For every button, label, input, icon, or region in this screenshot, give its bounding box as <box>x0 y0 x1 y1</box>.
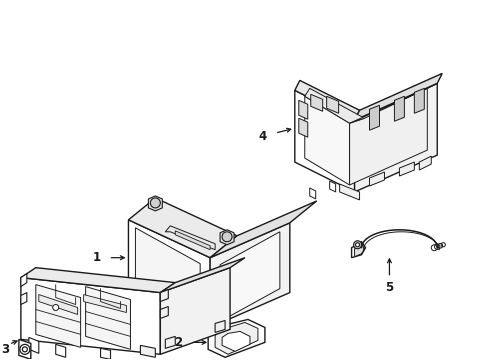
Text: 4: 4 <box>258 130 266 143</box>
Polygon shape <box>160 306 168 319</box>
Polygon shape <box>304 88 364 123</box>
Polygon shape <box>36 285 81 347</box>
Polygon shape <box>419 156 430 170</box>
Circle shape <box>150 198 160 208</box>
Polygon shape <box>339 184 359 200</box>
Polygon shape <box>101 348 110 359</box>
Polygon shape <box>21 293 27 305</box>
Polygon shape <box>220 323 229 336</box>
Polygon shape <box>208 319 264 357</box>
Polygon shape <box>354 73 441 120</box>
Circle shape <box>222 232 232 242</box>
Polygon shape <box>83 294 126 312</box>
Text: 2: 2 <box>174 336 182 349</box>
Polygon shape <box>394 96 404 121</box>
Polygon shape <box>329 181 335 192</box>
Polygon shape <box>210 223 289 328</box>
Polygon shape <box>369 105 379 130</box>
Polygon shape <box>135 228 200 318</box>
Polygon shape <box>39 294 78 315</box>
Polygon shape <box>160 258 244 293</box>
Polygon shape <box>165 226 215 250</box>
Polygon shape <box>298 118 307 137</box>
Polygon shape <box>21 274 27 287</box>
Circle shape <box>22 347 27 352</box>
Polygon shape <box>21 268 175 293</box>
Polygon shape <box>56 345 65 357</box>
Polygon shape <box>354 84 436 192</box>
Polygon shape <box>413 88 424 113</box>
Text: 1: 1 <box>92 251 101 264</box>
Polygon shape <box>128 198 237 258</box>
Circle shape <box>20 345 30 354</box>
Polygon shape <box>168 287 182 301</box>
Text: 5: 5 <box>385 281 393 294</box>
Polygon shape <box>160 268 229 354</box>
Polygon shape <box>148 284 162 298</box>
Polygon shape <box>85 287 130 349</box>
Polygon shape <box>29 337 39 353</box>
Text: 3: 3 <box>1 343 9 356</box>
Polygon shape <box>210 324 217 336</box>
Circle shape <box>355 243 359 247</box>
Polygon shape <box>165 336 175 348</box>
Polygon shape <box>220 232 279 321</box>
Polygon shape <box>215 323 258 354</box>
Polygon shape <box>222 332 249 351</box>
Circle shape <box>353 241 361 249</box>
Polygon shape <box>298 100 307 119</box>
Polygon shape <box>294 90 354 192</box>
Polygon shape <box>349 84 436 123</box>
Polygon shape <box>215 320 224 332</box>
Polygon shape <box>349 88 427 185</box>
Polygon shape <box>351 242 365 258</box>
Polygon shape <box>304 96 349 185</box>
Circle shape <box>53 305 59 310</box>
Polygon shape <box>309 188 315 199</box>
Polygon shape <box>354 244 364 257</box>
Polygon shape <box>140 345 155 357</box>
Polygon shape <box>175 231 210 250</box>
Polygon shape <box>128 220 210 328</box>
Polygon shape <box>294 80 359 120</box>
Polygon shape <box>310 94 322 111</box>
Polygon shape <box>19 339 31 359</box>
Polygon shape <box>210 201 316 258</box>
Polygon shape <box>148 196 162 211</box>
Polygon shape <box>369 172 384 186</box>
Polygon shape <box>399 162 413 176</box>
Polygon shape <box>326 96 338 113</box>
Polygon shape <box>220 230 234 245</box>
Polygon shape <box>160 289 168 302</box>
Polygon shape <box>21 278 160 354</box>
